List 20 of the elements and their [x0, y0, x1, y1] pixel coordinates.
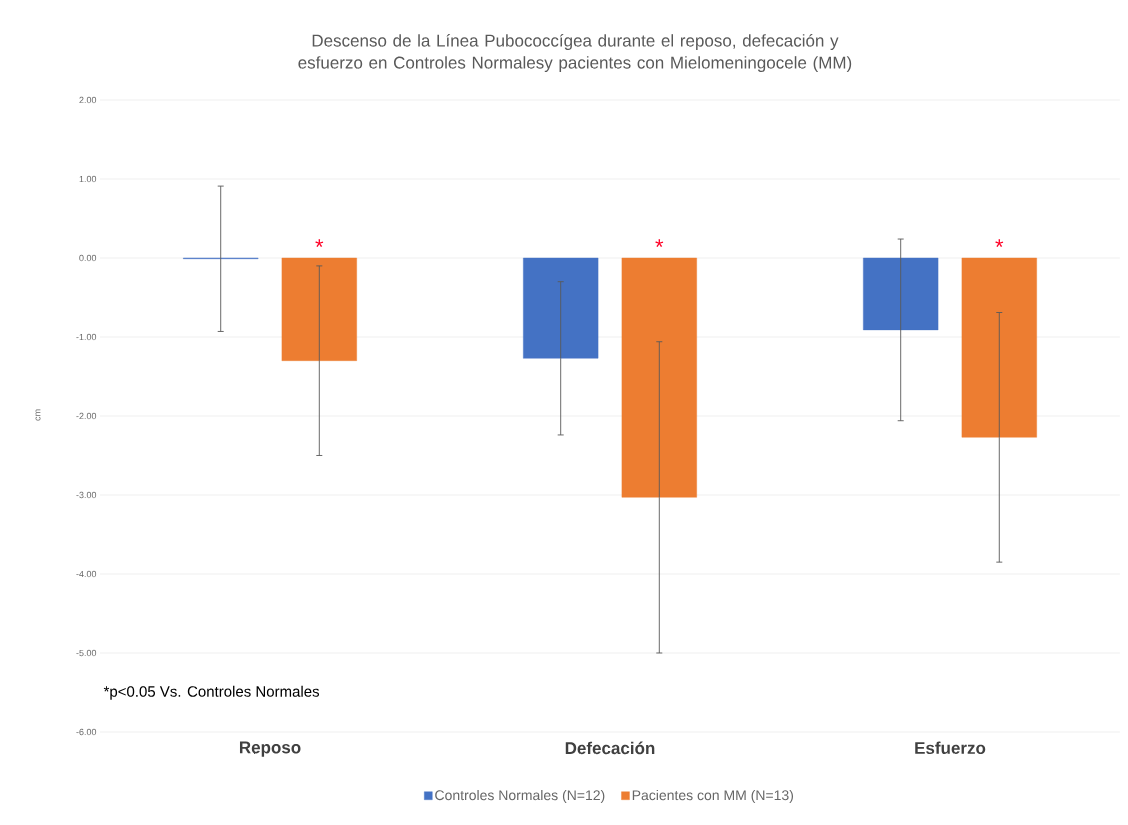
y-tick-label: -4.00 — [76, 570, 97, 578]
y-tick-label: -3.00 — [76, 491, 97, 499]
y-tick-label: 1.00 — [79, 175, 97, 183]
x-tick-label: Reposo — [239, 741, 301, 757]
annotation: * — [995, 239, 1004, 248]
y-tick-label: 2.00 — [79, 96, 97, 104]
legend-label: Controles Normales (N=12) — [435, 789, 605, 803]
x-tick-label: Esfuerzo — [915, 741, 986, 755]
legend-label: Pacientes con MM (N=13) — [632, 789, 794, 803]
y-tick-label: -6.00 — [76, 728, 97, 736]
annotation: * — [655, 239, 664, 248]
y-tick-label: -2.00 — [76, 412, 97, 420]
x-tick-label: Defecación — [565, 741, 655, 755]
y-tick-label: -5.00 — [76, 649, 97, 657]
annotation: *p<0.05 Vs. Controles Normales — [103, 685, 320, 700]
annotation: * — [315, 239, 324, 248]
y-tick-label: -1.00 — [76, 333, 97, 341]
y-tick-label: 0.00 — [79, 254, 97, 262]
y-axis-title: cm — [35, 409, 41, 421]
chart-title: Descenso de la Línea Pubococcígea durante el reposo, defecación y esfuerzo en Controles Normalesy pacientes con Mielomeningocele (MM) — [298, 33, 852, 73]
